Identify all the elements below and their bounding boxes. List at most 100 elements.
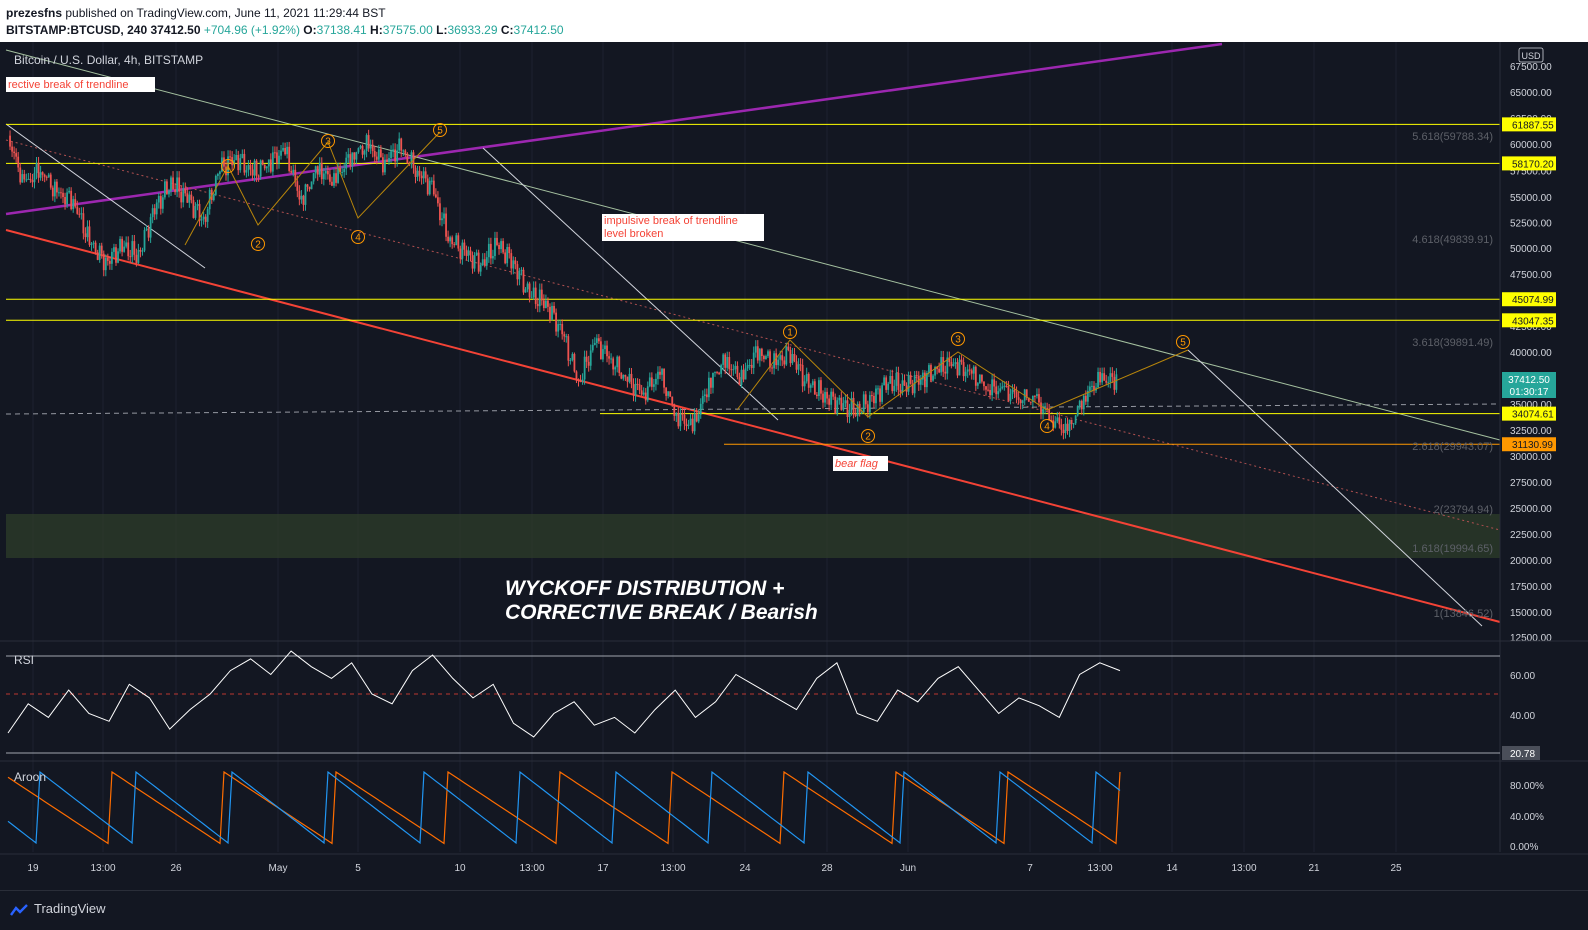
price-tick: 40000.00 <box>1510 348 1552 359</box>
candle-body <box>1070 419 1073 425</box>
candle-body <box>789 350 792 364</box>
candle-body <box>987 389 989 391</box>
candle-body <box>655 378 657 385</box>
candle-body <box>901 380 904 393</box>
candle-body <box>842 403 845 410</box>
candle-body <box>840 397 843 410</box>
candle-body <box>441 218 443 221</box>
price-tick: 52500.00 <box>1510 219 1552 230</box>
candle-body <box>125 242 128 247</box>
footer-brand[interactable]: TradingView <box>10 901 106 916</box>
wave-label: 3 <box>955 335 961 346</box>
candle-body <box>253 160 256 176</box>
candle-body <box>895 372 898 386</box>
candle-body <box>9 135 11 147</box>
candle-body <box>170 177 172 191</box>
candle-body <box>630 373 633 385</box>
candle-body <box>567 336 570 361</box>
candle-body <box>981 374 983 382</box>
candle-body <box>575 371 578 380</box>
candle-body <box>1048 408 1051 421</box>
candle-body <box>1064 423 1067 434</box>
candle-body <box>805 373 808 382</box>
candle-body <box>1015 391 1018 398</box>
candle-body <box>255 160 258 176</box>
candle-body <box>850 397 853 411</box>
candle-body <box>349 154 352 167</box>
time-tick: May <box>269 863 288 874</box>
currency-badge[interactable] <box>1518 47 1544 63</box>
wave-label: 5 <box>1180 338 1186 349</box>
candle-body <box>754 346 757 353</box>
candle-body <box>871 395 873 397</box>
chart-svg[interactable]: 1 2 3 4 5 1 2 3 4 5 5.618(59788.34) 4.618(49839.91… <box>0 42 1588 890</box>
candle-body <box>545 300 547 309</box>
candle-body <box>765 356 767 359</box>
candle-body <box>318 163 321 175</box>
candle-body <box>985 386 987 390</box>
candle-body <box>573 353 576 372</box>
fib-label: 1(13846.52) <box>1434 608 1493 620</box>
last-price-badge <box>1502 372 1556 398</box>
chart-area[interactable]: 1 2 3 4 5 1 2 3 4 5 5.618(59788.34) 4.618(49839.91… <box>0 42 1588 890</box>
candle-body <box>461 242 464 259</box>
publisher-name[interactable]: prezesfns <box>6 6 63 20</box>
price-change: +704.96 (+1.92%) <box>203 23 300 37</box>
time-tick: 24 <box>739 863 751 874</box>
candle-body <box>60 192 62 194</box>
candle-body <box>184 188 187 194</box>
candle-body <box>64 197 66 205</box>
candle-body <box>153 208 156 215</box>
candle-body <box>836 400 839 414</box>
candle-body <box>1056 417 1059 422</box>
candle-body <box>993 379 996 387</box>
candle-body <box>970 370 973 374</box>
candle-body <box>475 252 478 256</box>
time-tick: 21 <box>1308 863 1320 874</box>
candle-body <box>386 159 388 163</box>
candle-body <box>518 270 521 280</box>
time-tick: 13:00 <box>519 863 544 874</box>
candle-body <box>398 138 401 151</box>
candle-body <box>292 169 295 173</box>
candle-body <box>443 213 445 219</box>
candle-body <box>652 384 655 387</box>
wave-label-circle <box>783 325 797 339</box>
level-badge <box>1502 313 1556 328</box>
candle-body <box>644 392 647 401</box>
candle-body <box>1029 401 1032 403</box>
candle-body <box>410 152 413 165</box>
candle-body <box>822 393 824 403</box>
candle-body <box>571 353 574 360</box>
candle-body <box>923 372 926 388</box>
candle-body <box>1019 399 1022 404</box>
candle-body <box>997 391 1000 395</box>
red-trendline <box>5 229 1501 623</box>
candle-body <box>1113 376 1116 390</box>
candle-body <box>76 206 79 214</box>
header: prezesfns published on TradingView.com, … <box>0 0 1588 42</box>
wave-label-circle <box>861 429 875 443</box>
symbol-label[interactable]: BITSTAMP:BTCUSD, 240 <box>6 23 148 37</box>
candle-body <box>665 387 668 396</box>
candle-body <box>496 237 498 245</box>
candle-body <box>314 166 317 174</box>
rsi-last-value: 20.78 <box>1510 749 1535 760</box>
candle-body <box>811 381 814 386</box>
candle-body <box>820 380 822 394</box>
candle-body <box>394 149 397 162</box>
headline-line-1: WYCKOFF DISTRIBUTION + <box>505 577 784 600</box>
close-label: C: <box>500 23 514 37</box>
candle-body <box>204 216 207 222</box>
candle-body <box>960 359 963 363</box>
fib-label: 2(23794.94) <box>1434 504 1493 516</box>
candle-body <box>1089 386 1091 391</box>
candle-body <box>188 194 191 203</box>
aroon-tick-40: 40.00% <box>1510 812 1544 823</box>
candle-body <box>127 242 130 257</box>
time-tick: Jun <box>900 863 916 874</box>
candle-body <box>149 217 152 238</box>
candle-body <box>724 354 727 368</box>
candle-body <box>801 364 804 387</box>
candle-body <box>98 245 101 260</box>
